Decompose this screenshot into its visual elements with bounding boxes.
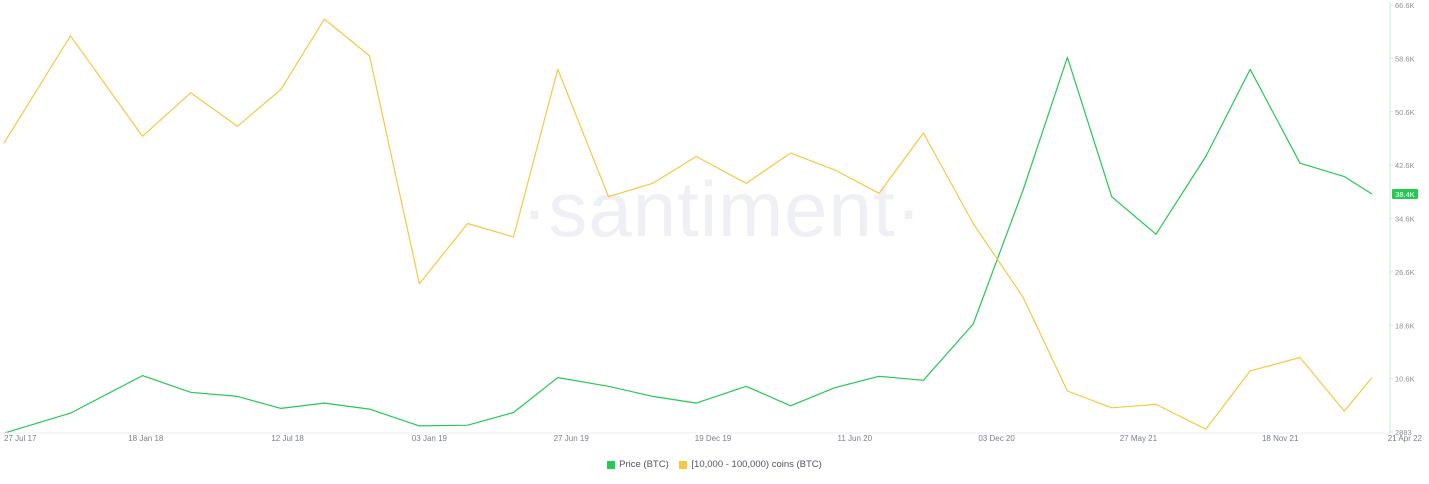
y-tick-label: 58.6K — [1395, 54, 1415, 63]
legend-label-price: Price (BTC) — [619, 459, 669, 470]
x-tick-label: 21 Apr 22 — [1388, 434, 1423, 443]
legend-swatch-holders — [679, 460, 688, 469]
x-tick-label: 03 Dec 20 — [978, 434, 1015, 443]
series-line-holders — [3, 18, 1373, 430]
y-tick-label: 34.6K — [1395, 215, 1415, 224]
x-tick-label: 18 Nov 21 — [1262, 434, 1299, 443]
x-tick-label: 11 Jun 20 — [838, 434, 873, 443]
y-tick-label: 2883 — [1395, 428, 1412, 437]
x-tick-label: 27 Jul 17 — [4, 434, 37, 443]
y-tick-label: 66.6K — [1395, 1, 1415, 10]
y-axis: 66.6K 58.6K 50.6K 42.6K 34.6K 26.6K 18.6K 10.6K… — [1389, 1, 1418, 437]
series-line-price — [3, 56, 1373, 434]
y-tick-label: 10.6K — [1395, 375, 1415, 384]
x-tick-label: 27 May 21 — [1120, 434, 1158, 443]
legend-swatch-price — [607, 460, 616, 469]
legend-item-holders[interactable]: [10,000 - 100,000) coins (BTC) — [679, 459, 822, 470]
x-axis: 27 Jul 17 18 Jan 18 12 Jul 18 03 Jan 19 27 J… — [0, 432, 1423, 443]
legend-item-price[interactable]: Price (BTC) — [607, 459, 669, 470]
current-price-label: 38.4K — [1395, 190, 1415, 199]
y-tick-label: 26.6K — [1395, 268, 1415, 277]
series-lines — [3, 18, 1373, 434]
current-price-badge — [1392, 188, 1418, 199]
y-tick-label: 18.6K — [1395, 321, 1415, 330]
x-tick-label: 03 Jan 19 — [412, 434, 448, 443]
y-tick-label: 42.6K — [1395, 161, 1415, 170]
x-tick-label: 19 Dec 19 — [695, 434, 732, 443]
x-tick-label: 18 Jan 18 — [128, 434, 164, 443]
legend-label-holders: [10,000 - 100,000) coins (BTC) — [691, 459, 822, 470]
chart-legend: Price (BTC) [10,000 - 100,000) coins (BT… — [0, 459, 1429, 472]
y-tick-label: 50.6K — [1395, 108, 1415, 117]
x-tick-label: 12 Jul 18 — [271, 434, 304, 443]
santiment-watermark: ·santiment· — [521, 165, 922, 253]
x-tick-label: 27 Jun 19 — [554, 434, 590, 443]
